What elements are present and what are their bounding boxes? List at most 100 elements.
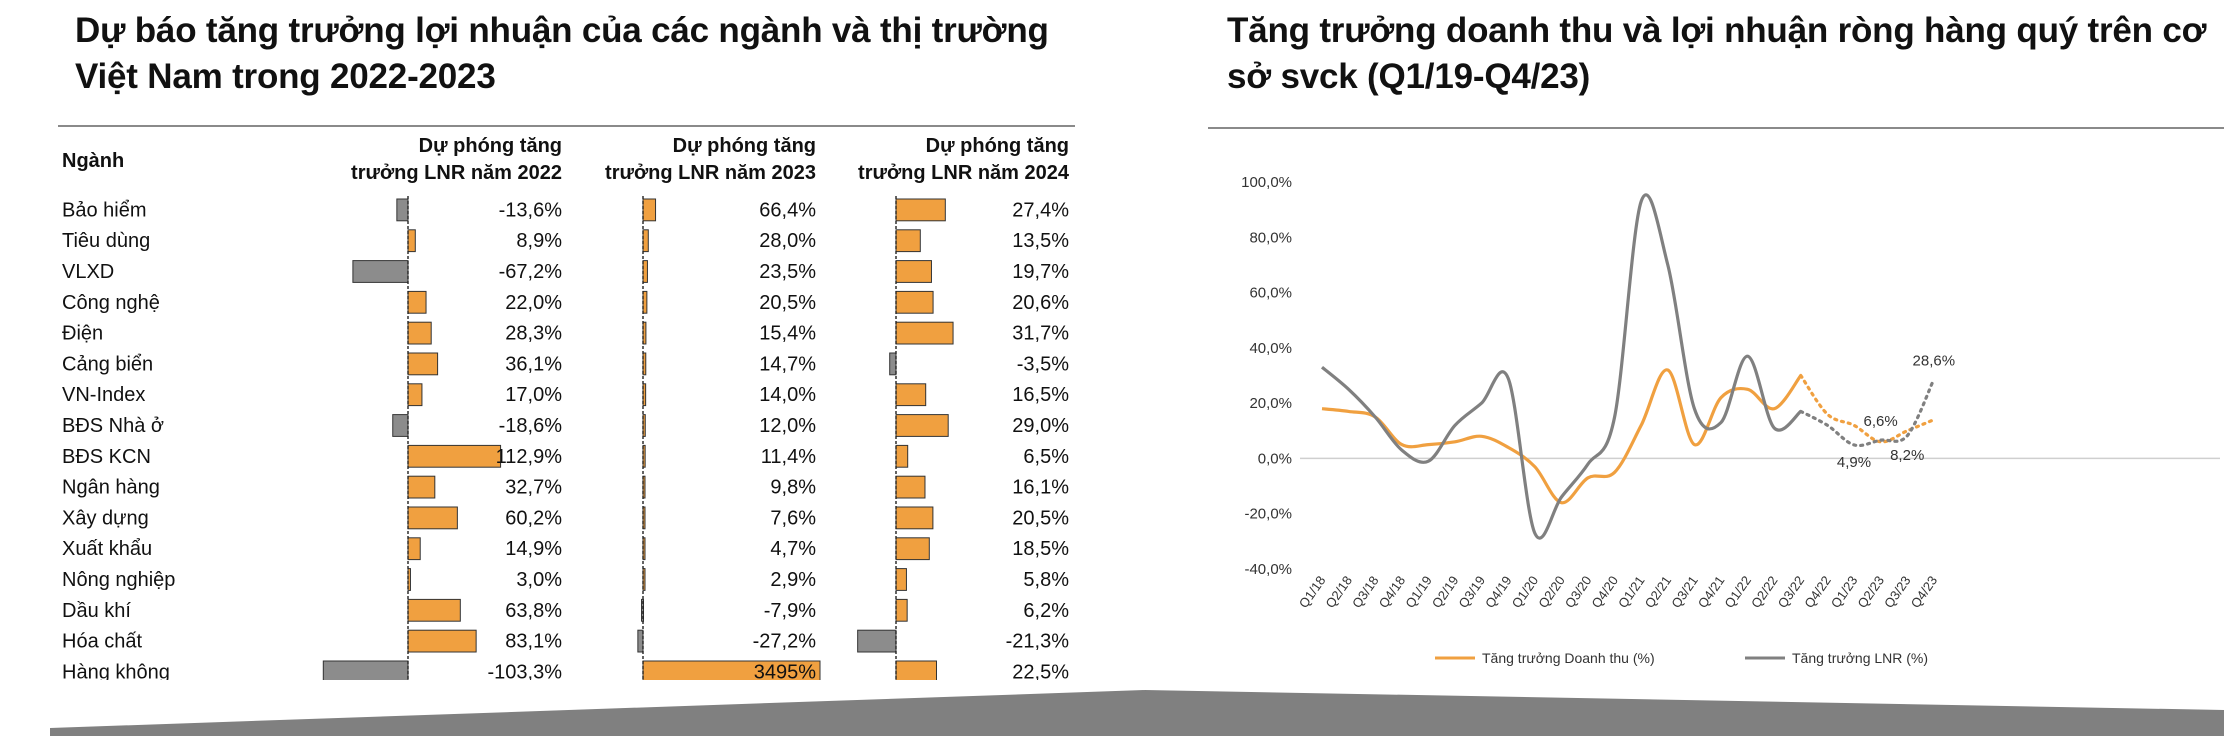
sector-growth-table: Ngành Dự phóng tăng trưởng LNR năm 2022 Dự …	[58, 125, 1075, 680]
value-label-2023: 14,7%	[759, 353, 816, 375]
value-label-2024: 22,5%	[1012, 661, 1069, 680]
y-tick-label: 20,0%	[1249, 395, 1292, 412]
x-tick-label: Q3/19	[1455, 573, 1488, 611]
bar-2024	[895, 506, 934, 530]
sector-label: Hóa chất	[62, 631, 142, 653]
value-label-2024: 18,5%	[1012, 538, 1069, 560]
value-label-2022: 63,8%	[505, 600, 562, 622]
sector-label: Ngân hàng	[62, 477, 160, 499]
x-tick-label: Q4/22	[1801, 573, 1834, 611]
x-tick-label: Q2/20	[1535, 573, 1568, 611]
x-tick-label: Q2/22	[1748, 573, 1781, 611]
x-tick-label: Q1/23	[1828, 573, 1861, 611]
value-label-2024: 20,5%	[1012, 507, 1069, 529]
y-tick-label: -20,0%	[1244, 506, 1292, 523]
sector-label: Xuất khẩu	[62, 538, 152, 560]
value-label-2023: 12,0%	[759, 415, 816, 437]
bar-2024	[895, 321, 954, 345]
bar-2024	[895, 383, 927, 407]
value-label-2022: 83,1%	[505, 631, 562, 653]
sector-label: Điện	[62, 323, 103, 345]
legend-label-revenue: Tăng trưởng Doanh thu (%)	[1482, 650, 1655, 666]
column-header-2022-line1: Dự phóng tăng	[419, 135, 562, 157]
value-label-2022: -13,6%	[499, 199, 563, 221]
x-tick-label: Q1/20	[1509, 573, 1542, 611]
left-chart-title: Dự báo tăng trưởng lợi nhuận của các ngà…	[75, 11, 1049, 96]
bar-2024	[895, 598, 908, 622]
value-label-2023: 23,5%	[759, 261, 816, 283]
data-label: 6,6%	[1863, 413, 1897, 430]
bar-2022	[407, 383, 423, 407]
x-tick-label: Q4/20	[1588, 573, 1621, 611]
bar-2022	[322, 660, 409, 680]
value-label-2023: 28,0%	[759, 230, 816, 252]
bar-2023	[642, 229, 649, 253]
y-tick-label: 100,0%	[1241, 174, 1292, 191]
bar-2022	[407, 290, 427, 314]
y-tick-label: 60,0%	[1249, 285, 1292, 302]
value-label-2023: -27,2%	[753, 631, 817, 653]
bar-2022	[407, 568, 411, 591]
bar-2023	[642, 414, 646, 437]
column-header-2024-line1: Dự phóng tăng	[926, 135, 1069, 157]
value-label-2023: 11,4%	[761, 446, 816, 468]
column-header-2024-line2: trưởng LNR năm 2024	[858, 162, 1070, 184]
y-tick-label: 80,0%	[1249, 229, 1292, 246]
bottom-divider-band	[0, 690, 2224, 748]
revenue-growth-forecast-line	[1799, 373, 1936, 444]
bar-2024	[895, 568, 907, 591]
value-label-2024: 16,1%	[1012, 477, 1069, 499]
value-label-2022: 36,1%	[505, 353, 562, 375]
value-label-2024: 20,6%	[1012, 292, 1069, 314]
value-label-2024: -21,3%	[1006, 631, 1070, 653]
sector-label: Bảo hiểm	[62, 199, 147, 221]
x-tick-label: Q4/18	[1376, 573, 1409, 611]
value-label-2022: 8,9%	[516, 230, 562, 252]
bar-2022	[396, 198, 409, 222]
sector-label: Hàng không	[62, 661, 170, 680]
bar-2024	[895, 475, 926, 499]
data-label: 8,2%	[1890, 447, 1924, 464]
bar-2022	[407, 321, 432, 345]
bar-2024	[895, 290, 934, 314]
x-tick-label: Q4/21	[1695, 573, 1728, 611]
sector-label: Tiêu dùng	[62, 230, 150, 252]
quarterly-growth-line-chart: 100,0% 80,0% 60,0% 40,0% 20,0% 0,0% -20,0% -40,…	[1208, 127, 2224, 666]
x-tick-label: Q2/19	[1429, 573, 1462, 611]
bar-2024	[857, 629, 897, 653]
value-label-2023: 4,7%	[770, 538, 816, 560]
sector-label: Công nghệ	[62, 292, 160, 314]
x-tick-label: Q2/23	[1854, 573, 1887, 611]
sector-label: Xây dựng	[62, 507, 149, 529]
value-label-2024: 6,5%	[1023, 446, 1069, 468]
bar-2022	[407, 352, 439, 376]
value-label-2023: 2,9%	[770, 569, 816, 591]
sector-label: Nông nghiệp	[62, 569, 175, 591]
value-label-2023: 20,5%	[759, 292, 816, 314]
revenue-growth-line	[1321, 368, 1803, 505]
bar-2024	[895, 444, 909, 468]
value-label-2022: -67,2%	[499, 261, 563, 283]
x-tick-label: Q1/21	[1615, 573, 1648, 611]
bar-2024	[895, 537, 930, 561]
x-tick-label: Q4/19	[1482, 573, 1515, 611]
value-label-2022: 60,2%	[505, 507, 562, 529]
data-label: 4,9%	[1837, 454, 1871, 471]
bar-2022	[407, 537, 421, 561]
bar-2022	[407, 475, 436, 499]
x-tick-label: Q1/18	[1296, 573, 1329, 611]
value-label-2024: 19,7%	[1012, 261, 1069, 283]
value-label-2022: 3,0%	[516, 569, 562, 591]
y-tick-label: 0,0%	[1258, 450, 1292, 467]
legend-label-profit: Tăng trưởng LNR (%)	[1792, 650, 1928, 666]
value-label-2024: -3,5%	[1017, 353, 1069, 375]
bar-2022	[407, 629, 477, 653]
value-label-2022: -18,6%	[499, 415, 563, 437]
value-label-2023: 9,8%	[770, 477, 816, 499]
bar-2022	[407, 444, 502, 468]
x-tick-label: Q3/21	[1668, 573, 1701, 611]
bar-2023	[642, 198, 657, 222]
x-tick-label: Q3/23	[1881, 573, 1914, 611]
column-header-2023-line2: trưởng LNR năm 2023	[605, 162, 816, 184]
column-header-2022-line2: trưởng LNR năm 2022	[351, 162, 562, 184]
